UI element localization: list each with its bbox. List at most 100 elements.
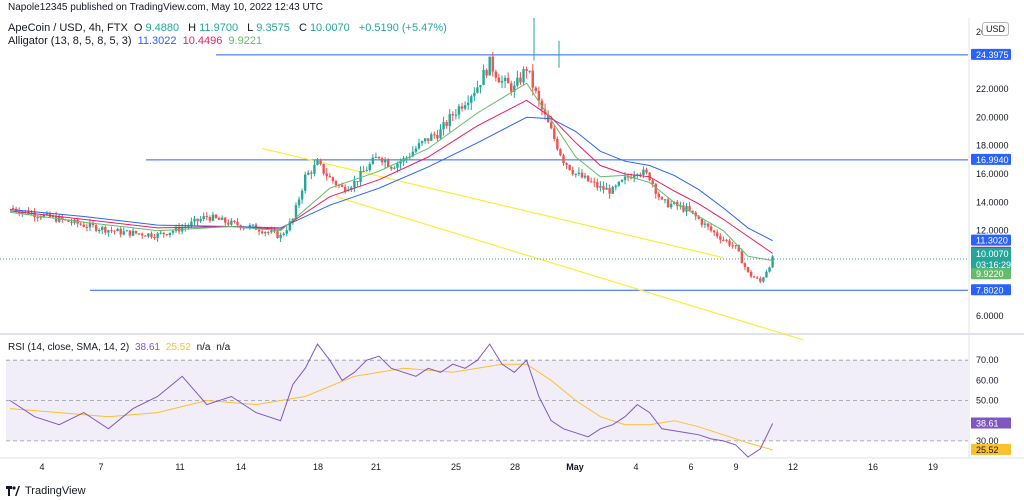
candle-body [479,85,482,88]
candle-body [559,149,562,156]
candle-body [712,230,716,233]
candle-body [454,114,458,116]
candle-body [334,181,338,185]
candle-body [589,181,593,183]
candle-body [442,122,445,130]
candle-body [377,156,381,159]
candle-body [353,181,356,188]
candle-body [362,170,365,172]
candle-body [340,185,344,187]
low-value: L 9.3575 [247,22,290,34]
rsi-label: RSI (14, close, SMA, 14, 2) [8,342,130,353]
candle-body [626,176,630,178]
candle-body [33,212,36,218]
candle-body [423,138,427,142]
tradingview-label: TradingView [25,485,86,497]
time-axis: 4 7 11 14 18 21 25 28 May 4 6 9 12 16 19 [39,462,938,472]
candle-body [752,276,756,278]
candle-body [473,92,476,97]
rsi-tick-label: 30.00 [976,436,999,446]
time-tick-label: 6 [688,462,693,472]
candle-body [553,128,556,139]
candle-body [319,160,322,164]
price-pane [0,18,968,341]
candle-body [463,105,467,109]
candle-body [709,226,713,231]
candle-body [543,109,547,115]
candle-body [208,216,212,221]
candle-body [451,114,454,116]
candle-body [522,69,525,83]
time-tick-label: 11 [175,462,184,472]
candle-body [307,172,310,175]
candle-body [722,239,725,241]
price-label-current [971,247,1011,270]
candle-body [737,245,740,252]
candle-body [153,237,156,239]
candle-body [488,56,491,76]
candle-body [743,263,747,268]
time-tick-label: 19 [928,462,938,472]
candle-body [42,214,46,218]
rsi-tick-label: 70.00 [976,355,999,365]
candle-body [134,230,138,234]
candle-body [525,69,528,71]
candle-body [390,166,393,169]
candle-body [328,176,331,178]
candle-body [485,69,488,76]
candle-body [503,77,507,82]
candle-body [205,216,208,218]
candle-body [39,217,42,219]
time-tick-label: 18 [313,462,323,472]
candle-body [396,163,399,168]
candle-body [313,164,316,174]
candle-body [113,230,116,232]
time-tick-label: 4 [633,462,638,472]
currency-button[interactable]: USD [982,22,1010,36]
rsi-sma-line [9,363,773,451]
grid [0,18,1024,459]
candle-body [128,230,132,236]
candle-body [227,222,230,225]
candle-body [264,232,267,234]
candle-body [466,102,470,106]
candle-body [562,155,565,164]
price-tick-label: 22.0000 [976,84,1009,94]
candle-body [257,229,261,232]
candle-body [171,230,175,233]
tradingview-brand[interactable]: TradingView [6,485,86,497]
candle-body [762,277,765,282]
candle-body [706,223,710,227]
candle-body [168,232,172,236]
price-label-current-text: 10.0070 [976,249,1009,259]
candle-body [719,236,722,240]
candle-body [716,232,719,237]
candle-body [700,218,704,225]
candle-body [651,180,654,185]
candle-body [70,221,73,223]
candle-body [82,224,85,227]
candle-body [94,225,98,231]
candle-body [350,187,353,190]
candle-body [224,217,227,223]
candle-body [374,156,378,158]
price-tick-label: 12.0000 [976,226,1009,236]
candle-body [427,138,430,141]
time-tick-label: 21 [371,462,381,472]
high-value: H 11.9700 [188,22,239,34]
time-tick-label: 12 [788,462,798,472]
candle-body [88,222,92,228]
rsi-pane [6,343,968,458]
candle-body [571,169,574,175]
candle-body [141,233,144,236]
candle-body [156,233,159,239]
candle-body [411,151,415,157]
candle-body [276,231,279,239]
price-tick-label: 18.0000 [976,141,1009,151]
candle-body [137,233,141,235]
candle-body [596,182,599,188]
candle-body [343,186,347,192]
candle-body [420,141,424,144]
candle-body [310,172,313,174]
